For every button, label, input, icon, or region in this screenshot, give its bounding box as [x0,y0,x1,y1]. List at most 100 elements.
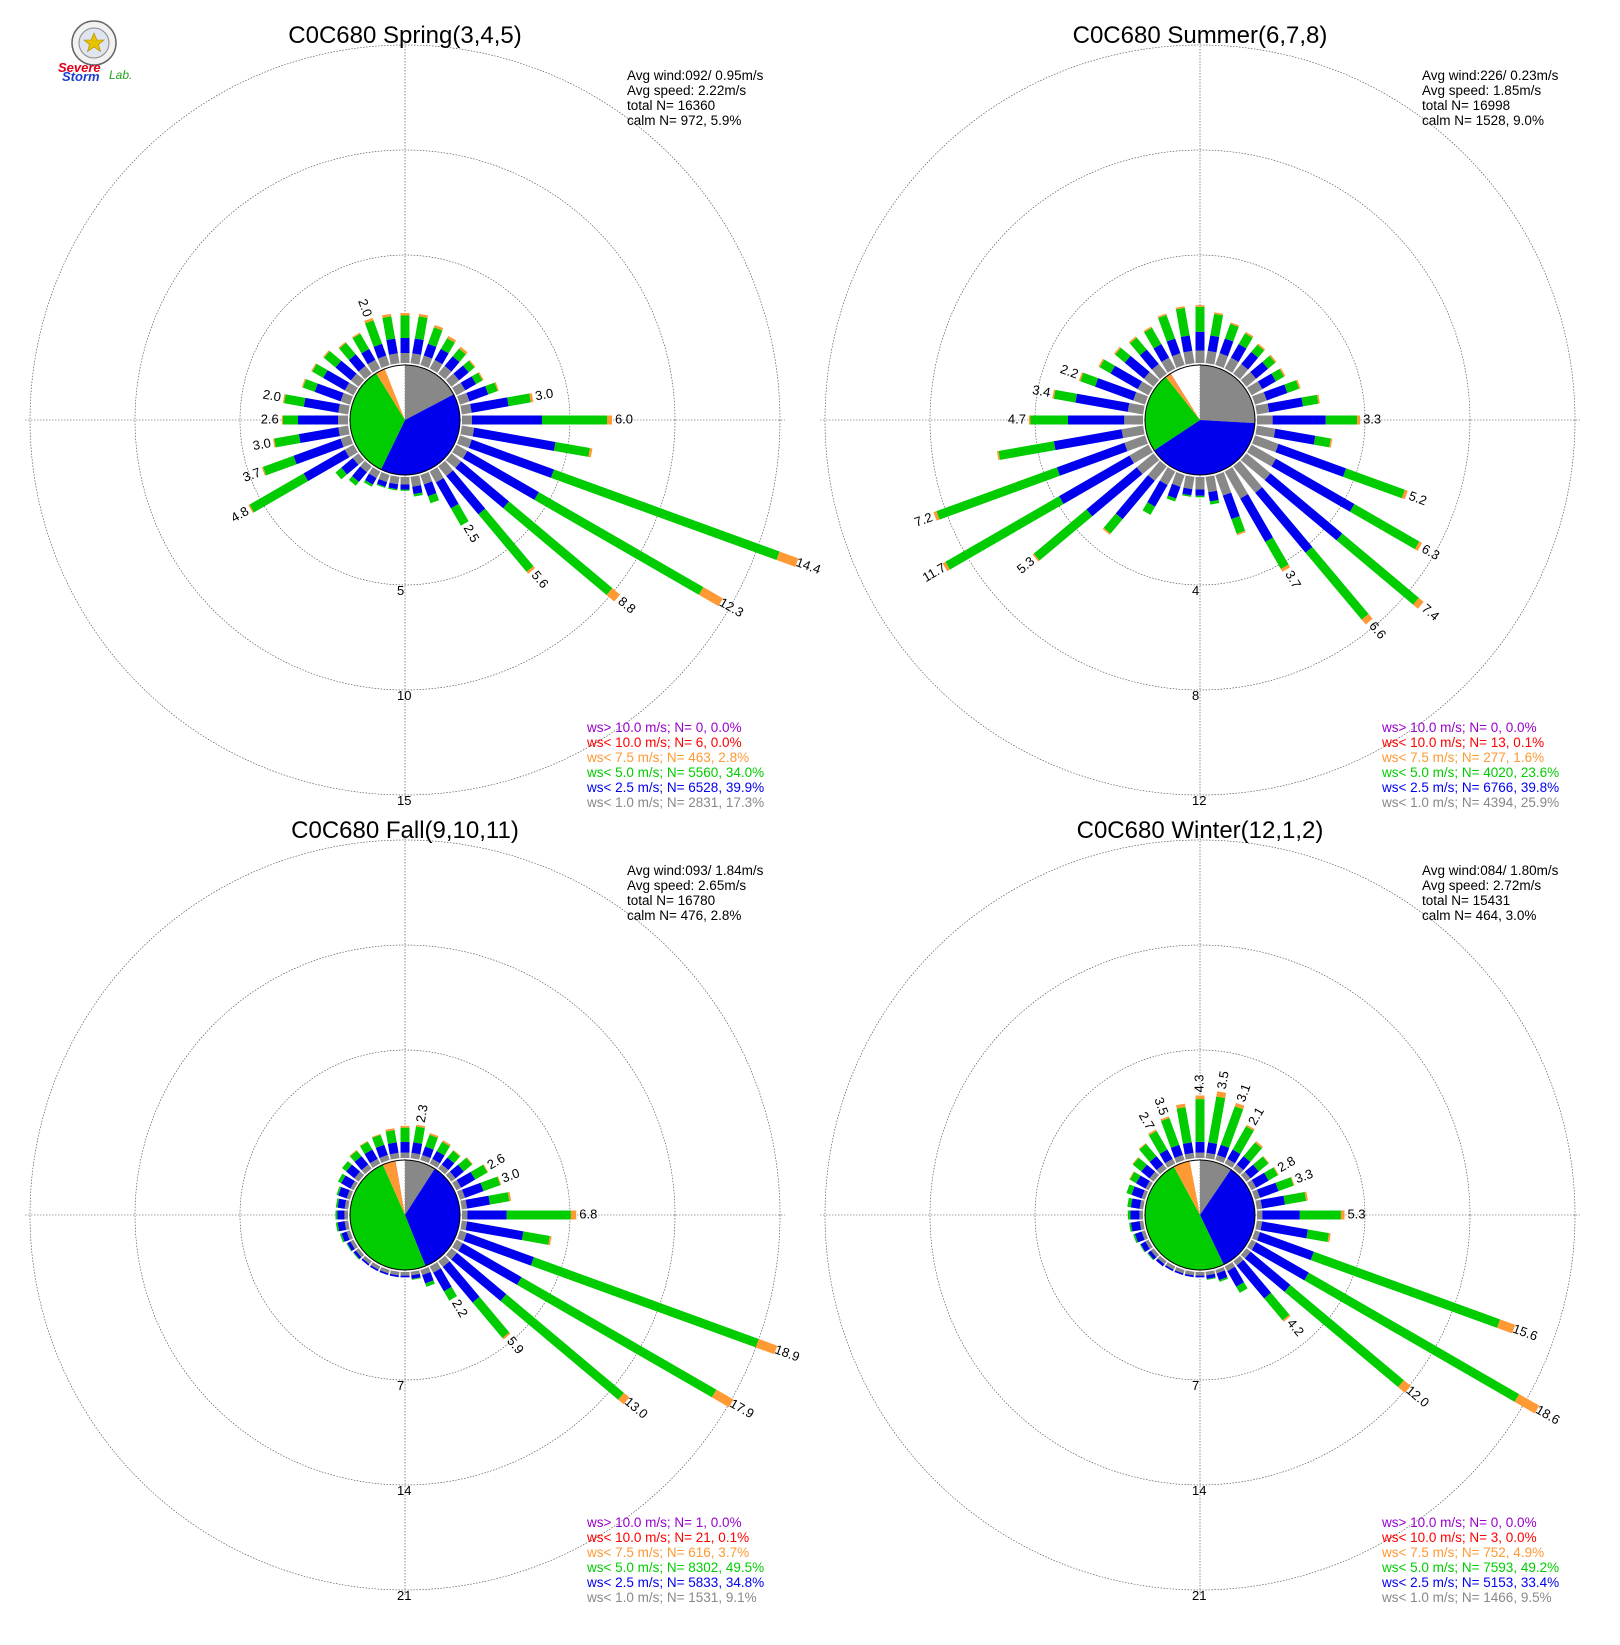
wind-bar-segment [459,1234,466,1236]
bar-value-label: 4.7 [1008,411,1026,426]
wind-bar-segment [372,362,377,371]
wind-bar-segment [1147,505,1152,513]
wind-bar-segment [461,430,473,432]
wind-bar-segment [391,339,394,354]
wind-bar-segment [348,1234,351,1235]
wind-bar-segment [506,1335,507,1336]
wind-bar-segment [384,1156,386,1161]
legend-entry: ws> 10.0 m/s; N= 0, 0.0% [1381,720,1537,735]
wind-bar-segment [1229,1264,1232,1269]
legend-entry: ws< 10.0 m/s; N= 21, 0.1% [586,1530,749,1545]
wind-bar-segment [1055,394,1077,398]
bar-value-label: 2.0 [355,297,375,319]
wind-bar-segment [1152,1132,1153,1134]
wind-bar-segment [474,377,480,381]
stat-line: calm N= 1528, 9.0% [1422,113,1544,128]
wind-bar-segment [1237,1259,1240,1263]
wind-bar-segment [1076,398,1128,407]
wind-bar-segment [1286,1317,1287,1318]
wind-bar-segment [1221,1092,1222,1097]
wind-bar-segment [1309,550,1365,617]
bar-value-label: 4.8 [228,503,251,525]
wind-bar-segment [1160,1167,1163,1171]
panel-title: C0C680 Fall(9,10,11) [291,817,519,844]
wind-bar-segment [459,397,468,400]
wind-bar-segment [1286,384,1298,388]
wind-bar-segment [449,1252,454,1257]
wind-bar-segment [1213,1097,1221,1143]
wind-bar-segment [1132,1203,1141,1205]
wind-bar-segment [1151,464,1163,478]
wind-bar-segment [1163,1152,1168,1161]
wind-bar-segment [1179,1156,1181,1161]
wind-bar-segment [428,345,432,357]
bar-value-label: 6.0 [615,411,633,426]
wind-bar-segment [349,1245,352,1247]
wind-bar-segment [424,1156,426,1161]
bar-value-label: 5.6 [529,568,552,591]
wind-bar-segment [1176,474,1180,486]
wind-bar-segment [1164,469,1172,483]
bar-value-label: 2.5 [461,522,483,545]
wind-bar-segment [1261,1226,1307,1234]
wind-bar-segment [434,362,439,371]
wind-bar-segment [463,380,474,386]
bar-value-label: 2.1 [1245,1104,1267,1127]
wind-bar-segment [459,439,471,443]
legend-entry: ws< 10.0 m/s; N= 3, 0.0% [1381,1530,1537,1545]
wind-bar-segment [1240,1159,1247,1167]
wind-bar-segment [1140,1204,1144,1205]
wind-bar-segment [338,471,344,476]
stat-line: total N= 16998 [1422,98,1510,113]
bar-value-label: 3.3 [1363,411,1381,426]
ring-tick-label: 14 [397,1483,411,1498]
logo-lab-text: Lab. [109,68,132,82]
wind-bar-segment [1143,352,1155,366]
wind-bar-segment [1261,346,1262,347]
wind-bar-segment [480,376,481,377]
wind-bar-segment [1210,476,1213,491]
wind-bar-segment [1265,389,1286,396]
bar-value-label: 8.8 [615,593,638,616]
bar-value-label: 3.1 [1233,1082,1253,1104]
wind-bar-segment [463,350,465,352]
wind-bar-segment [393,354,395,364]
legend-entry: ws< 2.5 m/s; N= 5833, 34.8% [586,1575,764,1590]
wind-bar-segment [1082,377,1097,382]
legend-entry: ws< 7.5 m/s; N= 752, 4.9% [1381,1545,1544,1560]
wind-bar-segment [1153,1159,1160,1167]
wind-bar-segment [394,1154,395,1159]
wind-bar-segment [1245,355,1255,367]
bar-value-label: 2.7 [1136,1109,1158,1132]
stat-line: total N= 15431 [1422,893,1510,908]
wind-bar-segment [353,1154,358,1159]
wind-bar-segment [714,1394,731,1404]
wind-bar-segment [364,464,369,470]
wind-bar-segment [530,569,532,571]
wind-bar-segment [338,1203,345,1204]
bar-value-label: 6.6 [1366,618,1389,641]
wind-bar-segment [1256,408,1268,410]
wind-bar-segment [1136,1236,1143,1238]
wind-bar-segment [449,1175,453,1178]
wind-bar-segment [1231,1269,1240,1284]
wind-bar-segment [1151,483,1164,505]
wind-bar-segment [1180,1104,1181,1108]
wind-bar-segment [376,1136,380,1146]
wind-bar-segment [1223,1279,1224,1281]
ring-tick-label: 14 [1192,1483,1206,1498]
wind-bar-segment [1499,1324,1514,1329]
wind-bar-segment [1169,1161,1172,1166]
legend-entry: ws< 1.0 m/s; N= 1531, 9.1% [586,1590,757,1605]
wind-bar-segment [1213,492,1215,501]
wind-bar-segment [345,1225,349,1226]
wind-bar-segment [352,357,362,368]
wind-bar-segment [434,1264,438,1270]
wind-bar-segment [393,484,394,489]
wind-bar-segment [1227,494,1236,517]
bar-value-label: 3.3 [1293,1166,1315,1186]
wind-bar-segment [1161,1259,1163,1262]
wind-bar-segment [1256,430,1274,433]
wind-bar-segment [1266,1159,1267,1160]
